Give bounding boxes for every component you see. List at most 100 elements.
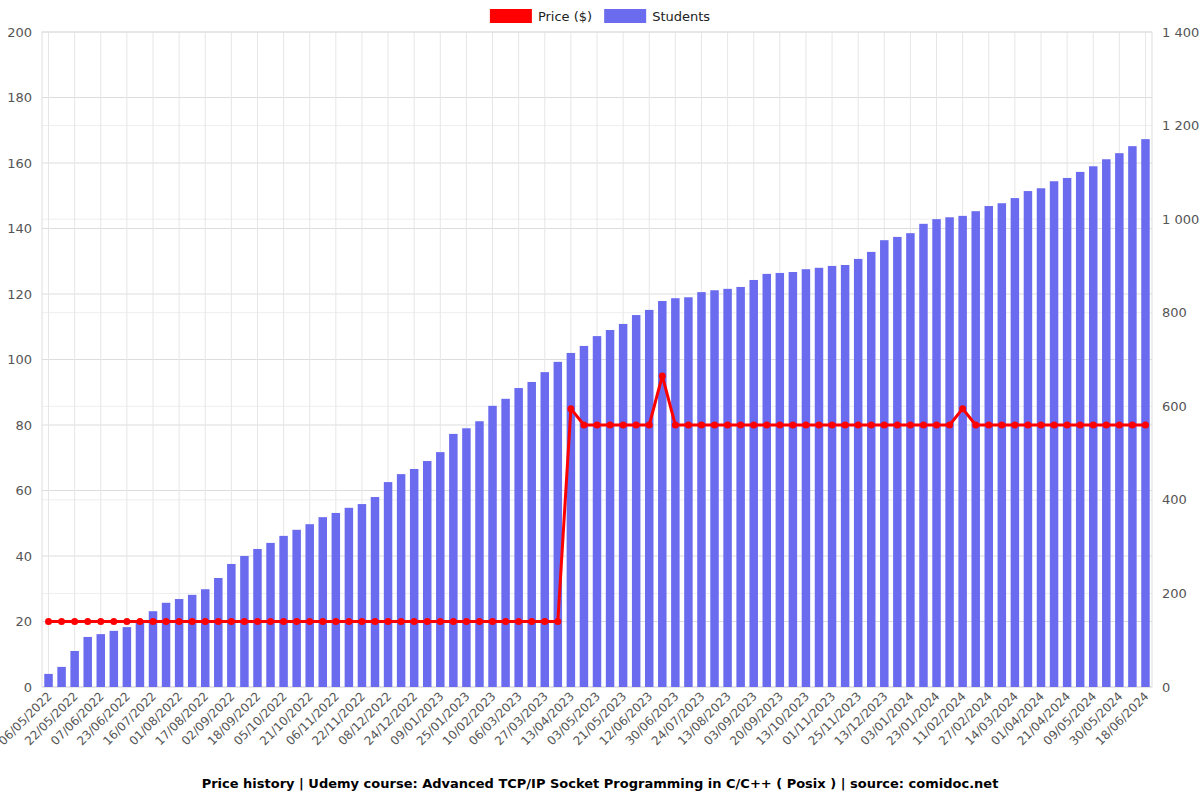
point	[398, 618, 405, 625]
bar	[97, 634, 105, 687]
bar	[266, 543, 274, 687]
bar	[802, 269, 810, 687]
point	[293, 618, 300, 625]
point	[933, 422, 940, 429]
bar	[541, 372, 549, 687]
bar	[710, 290, 718, 687]
marks	[44, 139, 1149, 687]
bar	[253, 549, 261, 687]
point	[946, 422, 953, 429]
point	[776, 422, 783, 429]
bar	[971, 211, 979, 687]
bar	[188, 595, 196, 687]
bar	[83, 637, 91, 687]
point	[567, 405, 574, 412]
bar	[1076, 172, 1084, 687]
bar	[345, 508, 353, 687]
point	[711, 422, 718, 429]
point	[1011, 422, 1018, 429]
point	[489, 618, 496, 625]
point	[424, 618, 431, 625]
bar	[423, 461, 431, 687]
y2-tick-label: 200	[1162, 586, 1187, 601]
bar	[292, 530, 300, 687]
point	[1051, 422, 1058, 429]
point	[985, 422, 992, 429]
grid-line	[74, 32, 75, 687]
bar	[880, 240, 888, 687]
point	[71, 618, 78, 625]
bar	[1024, 191, 1032, 687]
point	[241, 618, 248, 625]
grid-line	[153, 32, 154, 687]
bar	[1011, 198, 1019, 687]
bar	[1115, 153, 1123, 687]
point	[842, 422, 849, 429]
bar	[1037, 188, 1045, 687]
point	[345, 618, 352, 625]
bar	[462, 428, 470, 687]
grid-line	[205, 32, 206, 687]
point	[607, 422, 614, 429]
point	[411, 618, 418, 625]
grid-line	[100, 32, 101, 687]
point	[306, 618, 313, 625]
point	[1129, 422, 1136, 429]
line	[49, 376, 1146, 622]
point	[737, 422, 744, 429]
point	[215, 618, 222, 625]
grid	[42, 32, 1152, 687]
bar	[998, 203, 1006, 687]
point	[332, 618, 339, 625]
bar	[606, 330, 614, 687]
point	[528, 618, 535, 625]
bar	[410, 469, 418, 687]
bar	[214, 578, 222, 687]
bar	[985, 206, 993, 687]
point	[254, 618, 261, 625]
bar	[319, 517, 327, 687]
bar	[70, 651, 78, 687]
bar	[697, 292, 705, 687]
bar	[854, 259, 862, 687]
point	[58, 618, 65, 625]
legend-item: Students	[604, 9, 710, 24]
y2-tick-label: 1 400	[1162, 25, 1199, 40]
point	[972, 422, 979, 429]
point	[123, 618, 130, 625]
y2-tick-label: 600	[1162, 399, 1187, 414]
y-tick-label: 0	[24, 680, 32, 695]
point	[881, 422, 888, 429]
point	[646, 422, 653, 429]
y-tick-label: 180	[7, 90, 32, 105]
bar	[645, 310, 653, 687]
point	[1038, 422, 1045, 429]
y-tick-label: 100	[7, 352, 32, 367]
bar	[305, 524, 313, 687]
y-tick-label: 80	[15, 418, 32, 433]
y-tick-label: 200	[7, 25, 32, 40]
bar	[123, 627, 131, 687]
bar	[841, 265, 849, 687]
point	[163, 618, 170, 625]
bar	[332, 513, 340, 687]
point	[228, 618, 235, 625]
bar	[684, 297, 692, 687]
bar	[1050, 181, 1058, 687]
point	[385, 618, 392, 625]
point	[150, 618, 157, 625]
point	[1090, 422, 1097, 429]
point	[463, 618, 470, 625]
legend-label: Students	[652, 9, 710, 24]
point	[1064, 422, 1071, 429]
point	[685, 422, 692, 429]
bar	[514, 388, 522, 687]
bar	[906, 233, 914, 687]
point	[1024, 422, 1031, 429]
point	[280, 618, 287, 625]
bar	[867, 252, 875, 687]
point	[502, 618, 509, 625]
bar	[828, 266, 836, 687]
bar	[201, 589, 209, 687]
point	[672, 422, 679, 429]
